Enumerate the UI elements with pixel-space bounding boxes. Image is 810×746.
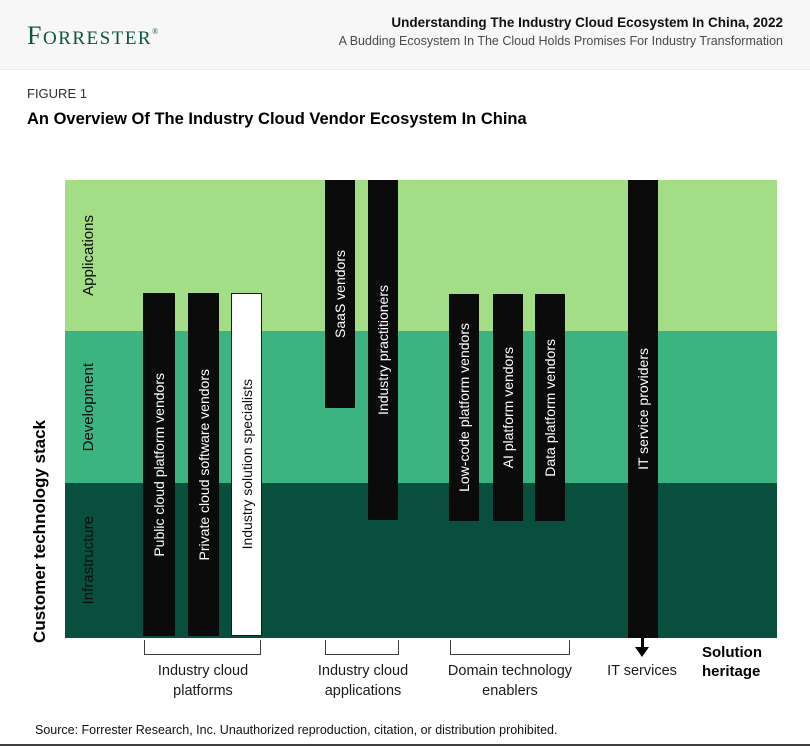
bar-data-platform-vendors: Data platform vendors	[535, 294, 565, 521]
bar-industry-practitioners: Industry practitioners	[368, 180, 398, 520]
group-label-domain-technology-enablers: Domain technology enablers	[447, 663, 573, 699]
bar-industry-solution-specialists: Industry solution specialists	[231, 293, 262, 636]
forrester-logo-text: Forrester	[27, 21, 153, 50]
bracket-domain-technology-enablers	[450, 640, 570, 655]
figure-title: An Overview Of The Industry Cloud Vendor…	[27, 110, 527, 128]
group-label-industry-cloud-applications: Industry cloud applications	[317, 663, 409, 699]
bar-private-cloud-software-vendors: Private cloud software vendors	[188, 293, 219, 636]
bottom-rule	[0, 744, 810, 746]
report-header: Forrester® Understanding The Industry Cl…	[0, 0, 810, 70]
band-label-applications: Applications	[79, 215, 97, 296]
axis-label-customer-technology-stack: Customer technology stack	[30, 420, 49, 643]
figure-label: FIGURE 1	[27, 86, 87, 101]
solution-heritage-arrow-stem	[641, 638, 644, 647]
report-subtitle: A Budding Ecosystem In The Cloud Holds P…	[338, 34, 783, 48]
group-label-it-services: IT services	[607, 663, 677, 679]
band-applications	[65, 180, 777, 331]
bar-ai-platform-vendors: AI platform vendors	[493, 294, 523, 521]
source-note: Source: Forrester Research, Inc. Unautho…	[35, 723, 558, 737]
band-development	[65, 331, 777, 483]
bar-public-cloud-platform-vendors: Public cloud platform vendors	[143, 293, 175, 636]
bar-saas-vendors: SaaS vendors	[325, 180, 355, 408]
header-titles: Understanding The Industry Cloud Ecosyst…	[339, 14, 783, 50]
bar-low-code-platform-vendors: Low-code platform vendors	[449, 294, 479, 521]
band-label-development: Development	[79, 362, 97, 452]
bracket-industry-cloud-applications	[325, 640, 399, 655]
registered-trademark-icon: ®	[152, 27, 159, 36]
band-infrastructure	[65, 483, 777, 638]
group-label-industry-cloud-platforms: Industry cloud platforms	[157, 663, 249, 699]
bracket-industry-cloud-platforms	[144, 640, 261, 655]
forrester-logo: Forrester®	[27, 21, 158, 51]
bar-it-service-providers: IT service providers	[628, 180, 658, 638]
solution-heritage-arrow-icon	[635, 647, 649, 657]
solution-heritage-label: Solution heritage	[702, 644, 762, 680]
report-title: Understanding The Industry Cloud Ecosyst…	[391, 15, 783, 30]
band-label-infrastructure: Infrastructure	[79, 516, 97, 605]
